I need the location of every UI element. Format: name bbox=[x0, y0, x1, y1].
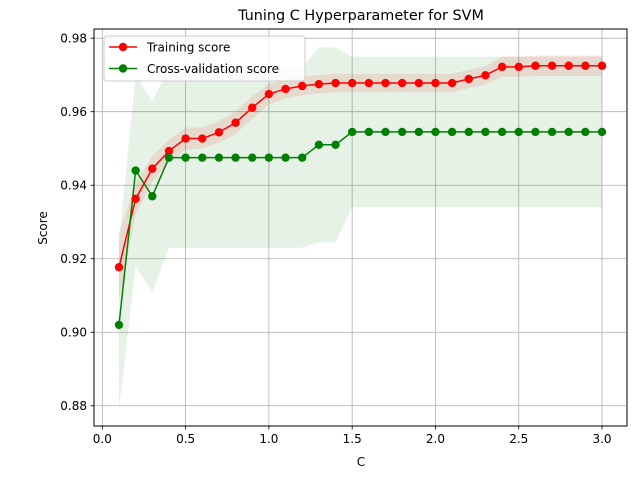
data-point bbox=[431, 78, 440, 88]
data-point bbox=[547, 127, 557, 137]
legend: Training score Cross-validation score bbox=[103, 35, 306, 82]
data-point bbox=[214, 153, 224, 162]
x-tick-label: 0.0 bbox=[93, 432, 112, 446]
data-point bbox=[514, 62, 523, 72]
series-points bbox=[114, 61, 607, 330]
x-axis-label: C bbox=[357, 455, 365, 469]
y-tick-label: 0.88 bbox=[60, 399, 87, 413]
data-point bbox=[581, 127, 590, 137]
data-point bbox=[597, 61, 607, 70]
data-point bbox=[198, 153, 207, 162]
y-tick-label: 0.96 bbox=[60, 105, 87, 119]
data-point bbox=[181, 134, 190, 143]
data-point bbox=[181, 153, 190, 162]
data-point bbox=[164, 153, 174, 162]
data-point bbox=[131, 166, 140, 175]
data-point bbox=[331, 78, 340, 88]
data-point bbox=[414, 78, 423, 88]
data-point bbox=[281, 84, 290, 94]
data-point bbox=[314, 79, 324, 89]
legend-label: Training score bbox=[146, 40, 230, 54]
series-band-1 bbox=[118, 47, 603, 410]
data-point bbox=[581, 61, 590, 70]
data-point bbox=[397, 127, 407, 137]
y-tick-label: 0.90 bbox=[60, 326, 87, 340]
data-point bbox=[364, 127, 374, 137]
data-point bbox=[481, 71, 490, 80]
data-point bbox=[564, 127, 573, 137]
data-point bbox=[447, 78, 457, 88]
x-tick-label: 3.0 bbox=[592, 432, 611, 446]
data-point bbox=[164, 146, 174, 156]
data-point bbox=[264, 153, 274, 162]
legend-box bbox=[103, 35, 306, 82]
data-point bbox=[497, 127, 507, 137]
legend-swatch-marker bbox=[118, 64, 128, 73]
data-point bbox=[148, 192, 157, 201]
chart-title: Tuning C Hyperparameter for SVM bbox=[237, 8, 484, 24]
data-point bbox=[464, 74, 473, 84]
data-point bbox=[131, 194, 140, 204]
y-axis-label: Score bbox=[36, 211, 50, 245]
x-axis-ticks: 0.0 0.5 1.0 1.5 2.0 2.5 3.0 bbox=[93, 426, 612, 446]
data-point bbox=[347, 127, 357, 137]
data-point bbox=[464, 127, 473, 137]
x-tick-label: 1.0 bbox=[259, 432, 278, 446]
x-tick-label: 2.5 bbox=[509, 432, 528, 446]
data-point bbox=[381, 78, 390, 88]
data-point bbox=[114, 320, 124, 330]
y-tick-label: 0.92 bbox=[60, 252, 87, 266]
data-point bbox=[248, 153, 257, 162]
data-point bbox=[331, 140, 340, 149]
data-point bbox=[264, 89, 274, 99]
x-tick-label: 1.5 bbox=[343, 432, 362, 446]
data-point bbox=[431, 127, 440, 137]
data-point bbox=[148, 164, 157, 173]
x-tick-label: 0.5 bbox=[176, 432, 195, 446]
data-point bbox=[364, 78, 374, 88]
data-point bbox=[214, 128, 224, 137]
confidence-bands bbox=[118, 47, 603, 410]
data-point bbox=[597, 127, 607, 137]
series-band-0 bbox=[118, 55, 603, 302]
data-point bbox=[231, 153, 240, 162]
data-point bbox=[281, 153, 290, 162]
data-point bbox=[198, 134, 207, 143]
data-point bbox=[231, 118, 240, 127]
data-point bbox=[248, 103, 257, 112]
data-point bbox=[298, 153, 307, 162]
data-point bbox=[397, 78, 407, 88]
data-point bbox=[497, 62, 507, 72]
data-point bbox=[564, 61, 573, 70]
data-point bbox=[531, 61, 540, 70]
legend-label: Cross-validation score bbox=[147, 62, 279, 76]
y-tick-label: 0.98 bbox=[60, 31, 87, 45]
plot-frame bbox=[93, 28, 628, 427]
data-point bbox=[531, 127, 540, 137]
y-axis-ticks: 0.88 0.90 0.92 0.94 0.96 0.98 bbox=[60, 31, 94, 413]
x-tick-label: 2.0 bbox=[426, 432, 445, 446]
data-point bbox=[414, 127, 423, 137]
data-point bbox=[381, 127, 390, 137]
data-point bbox=[547, 61, 557, 70]
data-point bbox=[347, 78, 357, 88]
data-point bbox=[514, 127, 523, 137]
data-point bbox=[298, 81, 307, 91]
legend-swatch-marker bbox=[118, 42, 128, 52]
data-point bbox=[447, 127, 457, 137]
data-point bbox=[114, 263, 124, 272]
data-point bbox=[481, 127, 490, 137]
data-point bbox=[314, 140, 324, 149]
y-tick-label: 0.94 bbox=[60, 179, 87, 193]
